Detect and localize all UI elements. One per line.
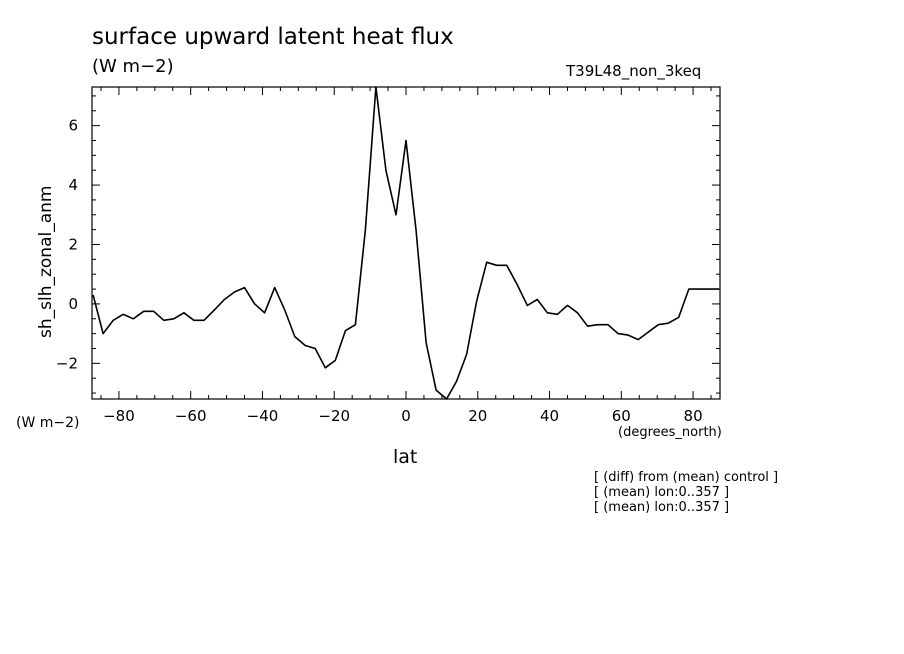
y-tick-label: 4 — [68, 176, 78, 194]
x-tick-label: 80 — [684, 407, 703, 425]
x-axis-units: (degrees_north) — [618, 425, 722, 440]
x-tick-label: 0 — [401, 407, 411, 425]
x-axis-label: lat — [393, 446, 418, 468]
y-tick-label: −2 — [56, 354, 78, 372]
plot-frame — [91, 86, 721, 400]
x-tick-label: −20 — [318, 407, 350, 425]
y-axis-label: sh_slh_zonal_anm — [36, 185, 56, 338]
axis-ticks — [92, 87, 720, 399]
note-line: [ (mean) lon:0..357 ] — [594, 485, 730, 500]
chart-units: (W m−2) — [92, 56, 174, 77]
series-group — [92, 86, 719, 400]
notes-block: [ (diff) from (mean) control ] [ (mean) … — [594, 470, 778, 515]
y-tick-label: 6 — [68, 117, 78, 135]
x-tick-label: 40 — [540, 407, 559, 425]
y-tick-label: 0 — [68, 295, 78, 313]
x-tick-label: −40 — [247, 407, 279, 425]
y-tick-label: 2 — [68, 235, 78, 253]
x-tick-label: −80 — [103, 407, 135, 425]
x-tick-label: −60 — [175, 407, 207, 425]
note-line: [ (diff) from (mean) control ] — [594, 470, 779, 485]
note-line: [ (mean) lon:0..357 ] — [594, 500, 730, 515]
y-axis-units: (W m−2) — [16, 415, 80, 431]
series-line — [92, 86, 719, 400]
x-tick-label: 60 — [612, 407, 631, 425]
experiment-label: T39L48_non_3keq — [566, 62, 702, 80]
chart-title: surface upward latent heat flux — [92, 24, 454, 50]
x-tick-label: 20 — [468, 407, 487, 425]
